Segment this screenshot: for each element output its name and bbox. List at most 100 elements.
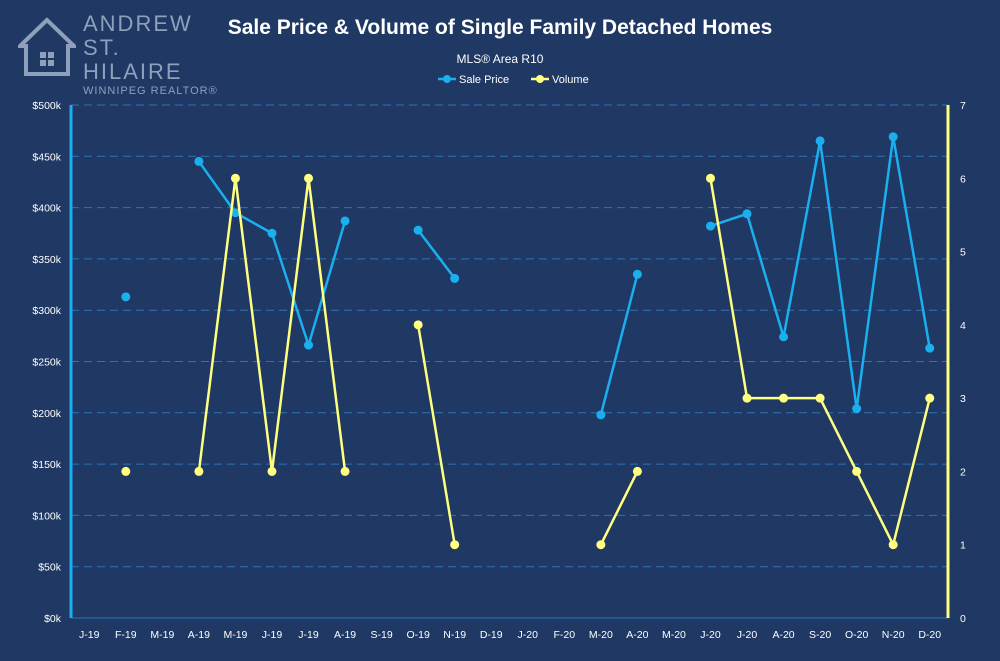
volume-line-segment: [599, 470, 639, 546]
volume-line-segment: [416, 324, 456, 545]
sale-price-point: [779, 332, 789, 342]
volume-line-segment: [818, 397, 858, 472]
sale-price-point: [596, 410, 606, 420]
x-tick-label: A-19: [334, 629, 356, 641]
y-left-tick-label: $450k: [32, 151, 61, 163]
sale-price-line-segment: [417, 229, 456, 280]
volume-point: [852, 466, 862, 476]
x-tick-label: O-20: [845, 629, 869, 641]
sale-price-point: [340, 216, 350, 226]
y-right-tick-label: 5: [960, 247, 966, 259]
chart-title: Sale Price & Volume of Single Family Det…: [227, 16, 773, 39]
y-right-tick-label: 1: [960, 540, 966, 552]
sale-price-point: [304, 340, 314, 350]
chart-subtitle: MLS® Area R10: [456, 52, 544, 66]
x-tick-label: A-19: [188, 629, 210, 641]
y-left-tick-label: $200k: [32, 408, 61, 420]
y-left-tick-label: $150k: [32, 459, 61, 471]
sale-price-line-segment: [782, 140, 822, 338]
volume-line-segment: [197, 178, 237, 472]
volume-line-segment: [855, 470, 895, 546]
sale-price-line-segment: [307, 220, 347, 346]
volume-point: [596, 540, 606, 550]
y-right-tick-label: 7: [960, 100, 966, 112]
x-tick-label: M-19: [223, 629, 247, 641]
sale-price-point: [121, 292, 131, 302]
volume-point: [304, 173, 314, 183]
volume-point: [742, 393, 752, 403]
logo-name-line2: ST. HILAIRE: [83, 35, 183, 84]
y-right-tick-label: 2: [960, 466, 966, 478]
volume-point: [230, 173, 240, 183]
sale-price-point: [815, 136, 825, 146]
x-tick-label: A-20: [772, 629, 794, 641]
x-tick-label: M-20: [662, 629, 686, 641]
x-tick-label: F-19: [115, 629, 137, 641]
logo-tagline: WINNIPEG REALTOR®: [83, 85, 218, 97]
volume-point: [413, 320, 423, 330]
x-tick-label: D-19: [480, 629, 503, 641]
volume-point: [340, 466, 350, 476]
sale-price-line-segment: [891, 136, 931, 349]
y-left-tick-label: $250k: [32, 357, 61, 369]
y-left-tick-label: $500k: [32, 100, 61, 112]
volume-point: [194, 466, 204, 476]
sale-price-line-segment: [745, 213, 785, 338]
sale-price-point: [925, 343, 935, 353]
y-right-tick-label: 6: [960, 173, 966, 185]
volume-line-segment: [891, 397, 931, 546]
y-left-tick-label: $50k: [38, 562, 62, 574]
brand-logo: ANDREW ST. HILAIRE WINNIPEG REALTOR®: [18, 11, 218, 97]
x-tick-label: A-20: [626, 629, 648, 641]
y-left-tick-label: $400k: [32, 203, 61, 215]
x-tick-label: O-19: [406, 629, 430, 641]
x-tick-label: J-19: [262, 629, 283, 641]
volume-line-segment: [234, 178, 274, 472]
x-tick-label: N-19: [443, 629, 466, 641]
sale-price-line-segment: [855, 136, 895, 409]
x-tick-label: J-19: [79, 629, 100, 641]
sale-price-point: [742, 209, 752, 219]
x-tick-label: F-20: [554, 629, 576, 641]
x-tick-label: S-20: [809, 629, 831, 641]
sale-price-point: [230, 208, 240, 218]
sale-price-line-segment: [818, 140, 858, 409]
sale-price-point: [852, 404, 862, 414]
legend-volume-label: Volume: [552, 74, 589, 86]
y-left-tick-label: $0k: [44, 613, 62, 625]
sale-price-line-segment: [710, 212, 748, 228]
sale-price-point: [632, 269, 642, 279]
volume-line-segment: [270, 178, 310, 472]
x-tick-label: J-19: [298, 629, 319, 641]
volume-line-segment: [307, 178, 347, 472]
volume-point: [888, 540, 898, 550]
x-tick-label: M-20: [589, 629, 613, 641]
volume-line-segment: [709, 178, 749, 399]
x-tick-label: J-20: [737, 629, 758, 641]
x-tick-label: N-20: [882, 629, 905, 641]
y-left-tick-label: $300k: [32, 305, 61, 317]
sale-price-point: [267, 228, 277, 238]
sale-price-point: [705, 221, 715, 231]
volume-point: [925, 393, 935, 403]
legend-sale-price-label: Sale Price: [459, 74, 509, 86]
y-right-tick-label: 4: [960, 320, 966, 332]
x-tick-label: J-20: [700, 629, 721, 641]
x-tick-label: S-19: [371, 629, 393, 641]
x-tick-label: M-19: [150, 629, 174, 641]
volume-point: [779, 393, 789, 403]
logo-name-line1: ANDREW: [83, 11, 193, 36]
x-tick-label: D-20: [918, 629, 941, 641]
volume-point: [267, 466, 277, 476]
volume-point: [450, 540, 460, 550]
sale-price-line-segment: [234, 211, 273, 235]
volume-point: [121, 466, 131, 476]
volume-point: [815, 393, 825, 403]
sale-price-point: [450, 273, 460, 283]
y-right-tick-label: 3: [960, 393, 966, 405]
sale-price-line-segment: [197, 160, 237, 214]
y-left-tick-label: $350k: [32, 254, 61, 266]
y-left-tick-label: $100k: [32, 510, 61, 522]
y-right-tick-label: 0: [960, 613, 966, 625]
